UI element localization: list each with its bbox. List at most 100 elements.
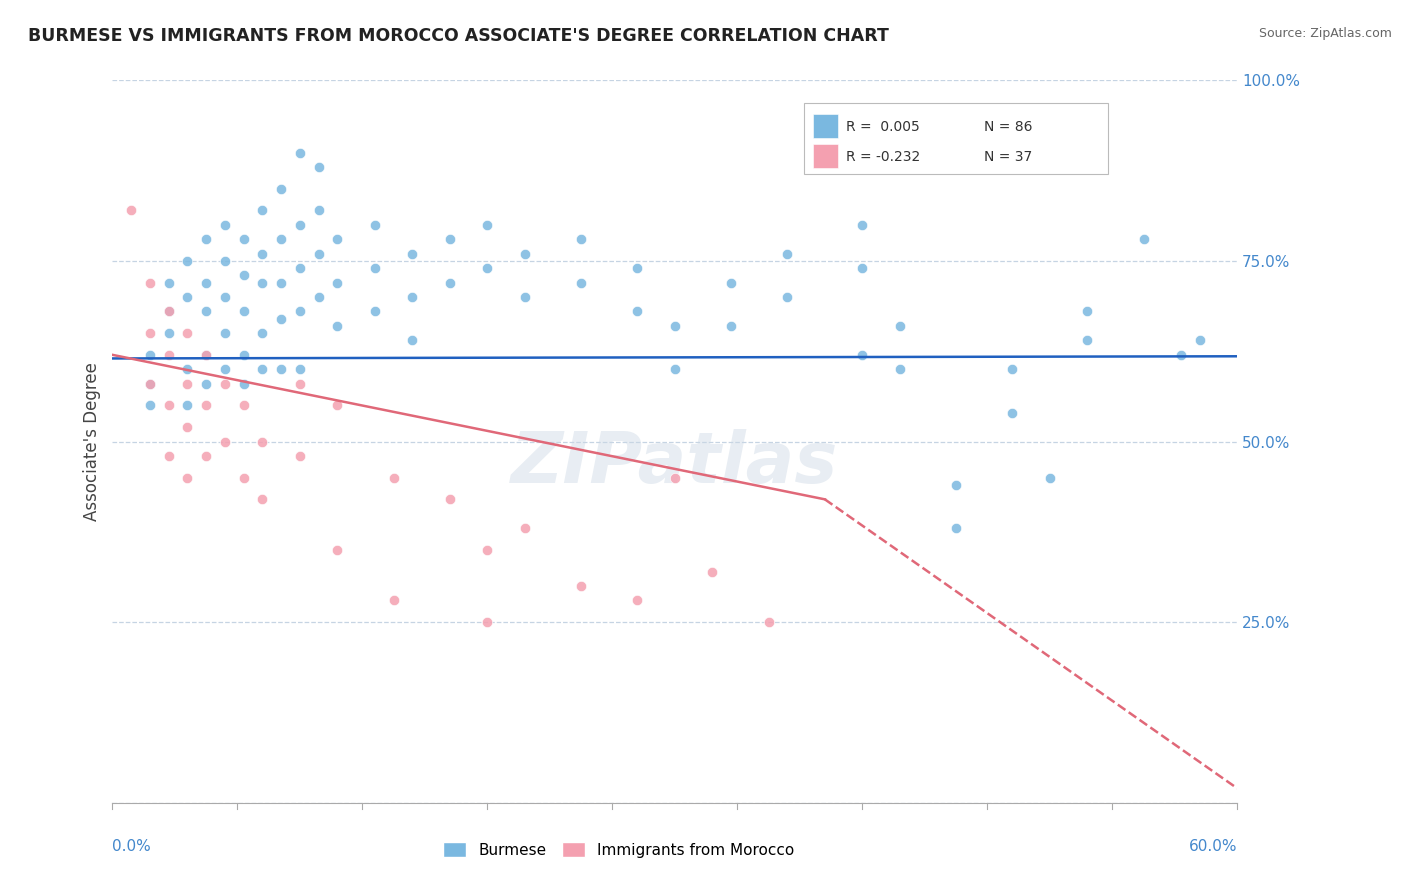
Point — [382, 593, 405, 607]
Point — [214, 290, 236, 304]
Point — [364, 304, 387, 318]
Point — [626, 593, 648, 607]
Point — [720, 318, 742, 333]
Point — [214, 362, 236, 376]
Point — [195, 304, 218, 318]
Point — [195, 348, 218, 362]
Point — [214, 218, 236, 232]
Point — [308, 290, 330, 304]
Point — [139, 376, 162, 391]
Point — [626, 304, 648, 318]
Point — [232, 376, 254, 391]
Text: 60.0%: 60.0% — [1189, 838, 1237, 854]
Point — [1188, 334, 1211, 348]
Point — [851, 261, 873, 276]
Text: N = 86: N = 86 — [984, 120, 1032, 134]
Point — [176, 290, 198, 304]
Point — [477, 615, 499, 630]
Point — [626, 261, 648, 276]
Point — [232, 398, 254, 412]
Point — [252, 362, 274, 376]
Point — [664, 318, 686, 333]
Point — [195, 376, 218, 391]
Point — [195, 348, 218, 362]
Text: ZIPatlas: ZIPatlas — [512, 429, 838, 498]
Point — [664, 362, 686, 376]
Legend: Burmese, Immigrants from Morocco: Burmese, Immigrants from Morocco — [437, 836, 800, 863]
Point — [176, 376, 198, 391]
Point — [195, 449, 218, 463]
Point — [851, 348, 873, 362]
Point — [232, 304, 254, 318]
Text: N = 37: N = 37 — [984, 150, 1032, 164]
Point — [139, 398, 162, 412]
Point — [720, 276, 742, 290]
Point — [1001, 362, 1024, 376]
Point — [1132, 232, 1154, 246]
Point — [776, 246, 799, 260]
Point — [232, 268, 254, 283]
Point — [1076, 160, 1098, 174]
Point — [252, 492, 274, 507]
Point — [270, 182, 292, 196]
Point — [214, 326, 236, 340]
Point — [401, 334, 423, 348]
Text: R = -0.232: R = -0.232 — [846, 150, 920, 164]
Point — [326, 398, 349, 412]
Point — [477, 542, 499, 557]
Point — [139, 348, 162, 362]
Point — [477, 218, 499, 232]
Point — [195, 276, 218, 290]
Text: BURMESE VS IMMIGRANTS FROM MOROCCO ASSOCIATE'S DEGREE CORRELATION CHART: BURMESE VS IMMIGRANTS FROM MOROCCO ASSOC… — [28, 27, 889, 45]
Point — [157, 304, 180, 318]
Point — [157, 398, 180, 412]
Point — [232, 470, 254, 484]
Point — [214, 253, 236, 268]
Point — [195, 232, 218, 246]
Point — [157, 449, 180, 463]
Point — [252, 246, 274, 260]
Point — [252, 276, 274, 290]
Point — [195, 398, 218, 412]
Point — [326, 542, 349, 557]
Point — [477, 261, 499, 276]
Point — [270, 362, 292, 376]
Point — [214, 376, 236, 391]
Point — [252, 434, 274, 449]
Point — [308, 246, 330, 260]
Text: 0.0%: 0.0% — [112, 838, 152, 854]
Point — [288, 145, 311, 160]
Point — [214, 434, 236, 449]
Point — [288, 304, 311, 318]
Point — [176, 420, 198, 434]
Point — [664, 470, 686, 484]
Point — [758, 615, 780, 630]
FancyBboxPatch shape — [813, 113, 838, 138]
Point — [120, 203, 142, 218]
Point — [157, 348, 180, 362]
Point — [176, 326, 198, 340]
Point — [288, 261, 311, 276]
Point — [1076, 334, 1098, 348]
Point — [776, 290, 799, 304]
Point — [889, 362, 911, 376]
Point — [252, 203, 274, 218]
Point — [176, 253, 198, 268]
Point — [252, 326, 274, 340]
Point — [382, 470, 405, 484]
Point — [513, 246, 536, 260]
Point — [326, 318, 349, 333]
Point — [1001, 406, 1024, 420]
Point — [513, 521, 536, 535]
Point — [513, 290, 536, 304]
Point — [326, 276, 349, 290]
Point — [270, 232, 292, 246]
FancyBboxPatch shape — [813, 144, 838, 169]
Point — [439, 232, 461, 246]
FancyBboxPatch shape — [804, 103, 1108, 174]
Text: R =  0.005: R = 0.005 — [846, 120, 920, 134]
Point — [401, 290, 423, 304]
Point — [270, 311, 292, 326]
Point — [401, 246, 423, 260]
Point — [139, 326, 162, 340]
